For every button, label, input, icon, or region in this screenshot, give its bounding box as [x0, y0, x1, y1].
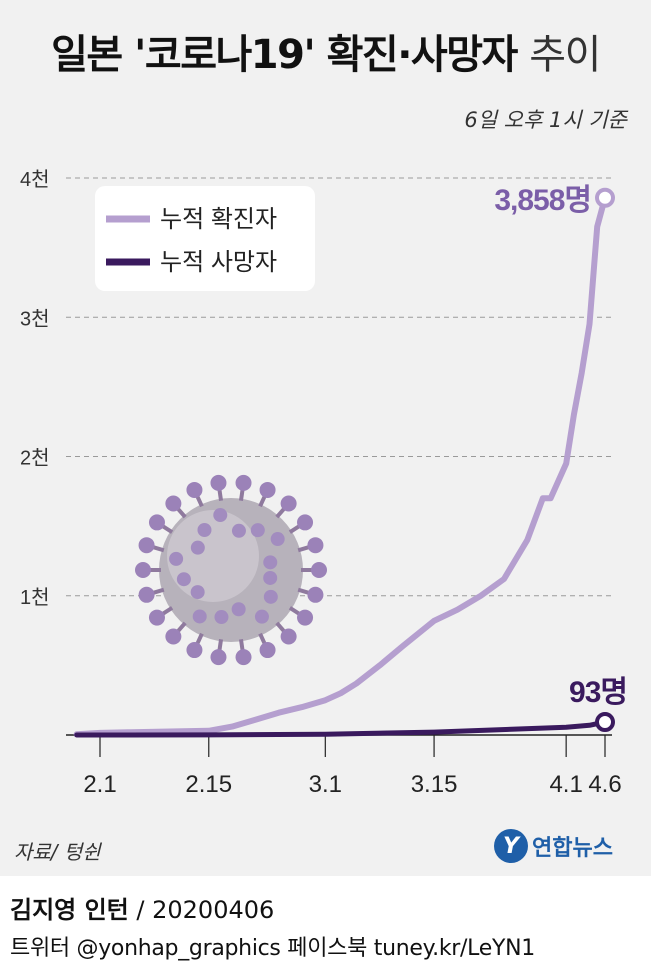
yonhap-logo-text: 연합뉴스: [532, 836, 613, 861]
virus-surface-protein: [263, 555, 278, 570]
virus-surface-protein: [270, 532, 285, 547]
confirmed-series-line: [73, 194, 608, 738]
virus-spike-head: [135, 562, 151, 578]
credit-date: / 20200406: [136, 896, 275, 924]
virus-spike-head: [165, 495, 182, 512]
x-tick-label: 2.1: [83, 771, 116, 798]
confirmed-total-label: 3,858명: [494, 184, 591, 217]
virus-spike-head: [259, 642, 276, 659]
virus-spike-head: [138, 537, 155, 554]
virus-surface-protein: [254, 609, 269, 624]
virus-spike-head: [138, 586, 155, 603]
virus-spike-head: [210, 474, 227, 491]
virus-spike-head: [235, 649, 252, 666]
virus-spike-head: [186, 481, 203, 498]
chart-subtitle: 6일 오후 1시 기준: [464, 108, 627, 132]
legend-label-confirmed: 누적 확진자: [160, 206, 277, 233]
virus-surface-protein: [214, 610, 229, 625]
virus-spike-head: [235, 474, 252, 491]
y-tick-label: 4천: [20, 168, 50, 191]
yonhap-logo-icon: Y: [494, 829, 528, 863]
virus-surface-protein: [263, 570, 278, 585]
deaths-series-line: [74, 719, 608, 738]
virus-surface-protein: [190, 585, 205, 600]
x-tick-label: 4.1: [549, 771, 582, 798]
virus-spike-head: [186, 642, 203, 659]
virus-surface-protein: [231, 523, 246, 538]
social-links: 트위터 @yonhap_graphics 페이스북 tuney.kr/LeYN1: [10, 936, 535, 961]
credit-author: 김지영 인턴: [10, 896, 129, 924]
x-tick-label: 3.15: [411, 771, 458, 798]
virus-spike-head: [307, 537, 324, 554]
virus-illustration: [135, 474, 327, 666]
confirmed-series-line-end-marker: [595, 187, 615, 208]
virus-spike-head: [280, 495, 297, 512]
virus-surface-protein: [231, 602, 246, 617]
virus-spike-head: [311, 562, 327, 578]
line-chart: 1천 2천 3천 4천 2.1 2.15 3.1 3.15 4.1 4.6 3,858명 93명 누적 …: [20, 168, 628, 798]
virus-spike-head: [148, 609, 165, 626]
title-suffix: 추이: [529, 32, 601, 78]
virus-spike-head: [280, 628, 297, 645]
virus-surface-protein: [213, 508, 228, 523]
x-tick-label: 4.6: [588, 771, 621, 798]
credit-line: 김지영 인턴 / 20200406: [10, 890, 274, 925]
virus-surface-protein: [169, 551, 184, 566]
yonhap-logo: Y 연합뉴스: [494, 826, 613, 866]
x-tick-label: 3.1: [309, 771, 342, 798]
x-tick-label: 2.15: [185, 771, 232, 798]
virus-surface-protein: [192, 609, 207, 624]
y-tick-label: 1천: [20, 586, 50, 609]
virus-spike-head: [210, 649, 227, 666]
virus-spike-head: [297, 609, 314, 626]
legend-label-deaths: 누적 사망자: [160, 249, 277, 276]
virus-spike-head: [165, 628, 182, 645]
virus-surface-protein: [263, 589, 278, 604]
title-main: 일본 '코로나19' 확진·사망자: [51, 32, 518, 78]
virus-spike-head: [307, 586, 324, 603]
virus-surface-protein: [197, 522, 212, 537]
virus-surface-protein: [176, 572, 191, 587]
chart-title: 일본 '코로나19' 확진·사망자 추이: [0, 22, 651, 80]
source-note: 자료/ 텅쉰: [14, 840, 101, 864]
virus-spike-head: [259, 481, 276, 498]
virus-surface-protein: [190, 540, 205, 555]
y-tick-label: 2천: [20, 447, 50, 470]
deaths-series-line-end-marker: [595, 712, 615, 733]
y-tick-label: 3천: [20, 307, 50, 330]
virus-spike-head: [297, 514, 314, 531]
virus-spike-head: [148, 514, 165, 531]
virus-surface-protein: [250, 523, 265, 538]
deaths-total-label: 93명: [569, 676, 627, 709]
